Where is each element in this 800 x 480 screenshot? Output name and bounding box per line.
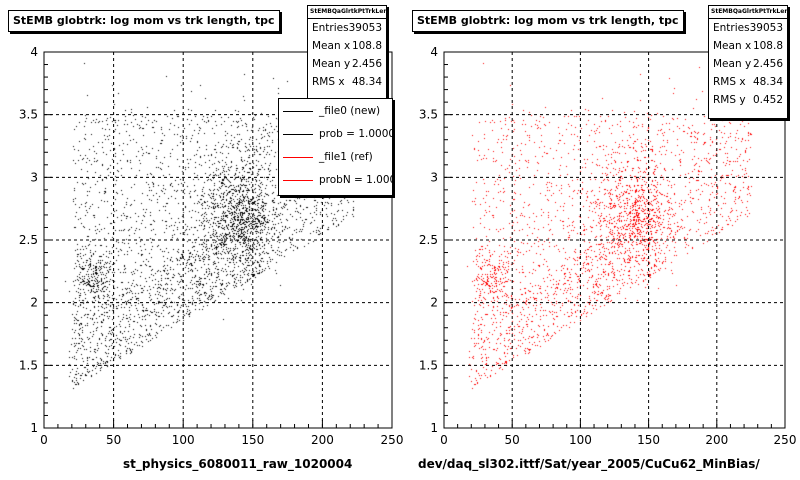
- right-x-title: dev/daq_sl302.ittf/Sat/year_2005/CuCu62_…: [418, 457, 760, 471]
- right-stats-rmsx: RMS x 48.34: [713, 76, 783, 88]
- right-stats-meanx: Mean x 108.8: [713, 40, 783, 52]
- left-stats-meanx: Mean x 108.8: [312, 40, 382, 52]
- legend-line-file1: [283, 156, 313, 158]
- legend-box: _file0 (new) prob = 1.000000 _file1 (ref…: [278, 98, 393, 196]
- left-stats-entries: Entries 39053: [312, 22, 382, 34]
- right-stats-entries: Entries 39053: [713, 22, 783, 34]
- left-stats-rmsx: RMS x 48.34: [312, 76, 382, 88]
- left-x-title: st_physics_6080011_raw_1020004: [123, 457, 353, 471]
- left-title: StEMB globtrk: log mom vs trk length, tp…: [8, 10, 280, 32]
- right-title: StEMB globtrk: log mom vs trk length, tp…: [412, 10, 684, 32]
- legend-line-prob: [283, 133, 313, 135]
- legend-line-file0: [283, 110, 313, 112]
- right-stats-rmsy: RMS y 0.452: [713, 94, 783, 106]
- left-stats-name: StEMBQaGlrtkPtTrkLength: [308, 6, 386, 19]
- legend-entry-file0: _file0 (new): [279, 101, 380, 121]
- legend-entry-probn: probN = 1.000000: [279, 170, 392, 190]
- right-stats-name: StEMBQaGlrtkPtTrkLength: [709, 6, 787, 19]
- legend-line-probn: [283, 179, 313, 181]
- left-stats-meany: Mean y 2.456: [312, 58, 382, 70]
- legend-entry-file1: _file1 (ref): [279, 147, 373, 167]
- right-stats-meany: Mean y 2.456: [713, 58, 783, 70]
- legend-entry-prob: prob = 1.000000: [279, 124, 392, 144]
